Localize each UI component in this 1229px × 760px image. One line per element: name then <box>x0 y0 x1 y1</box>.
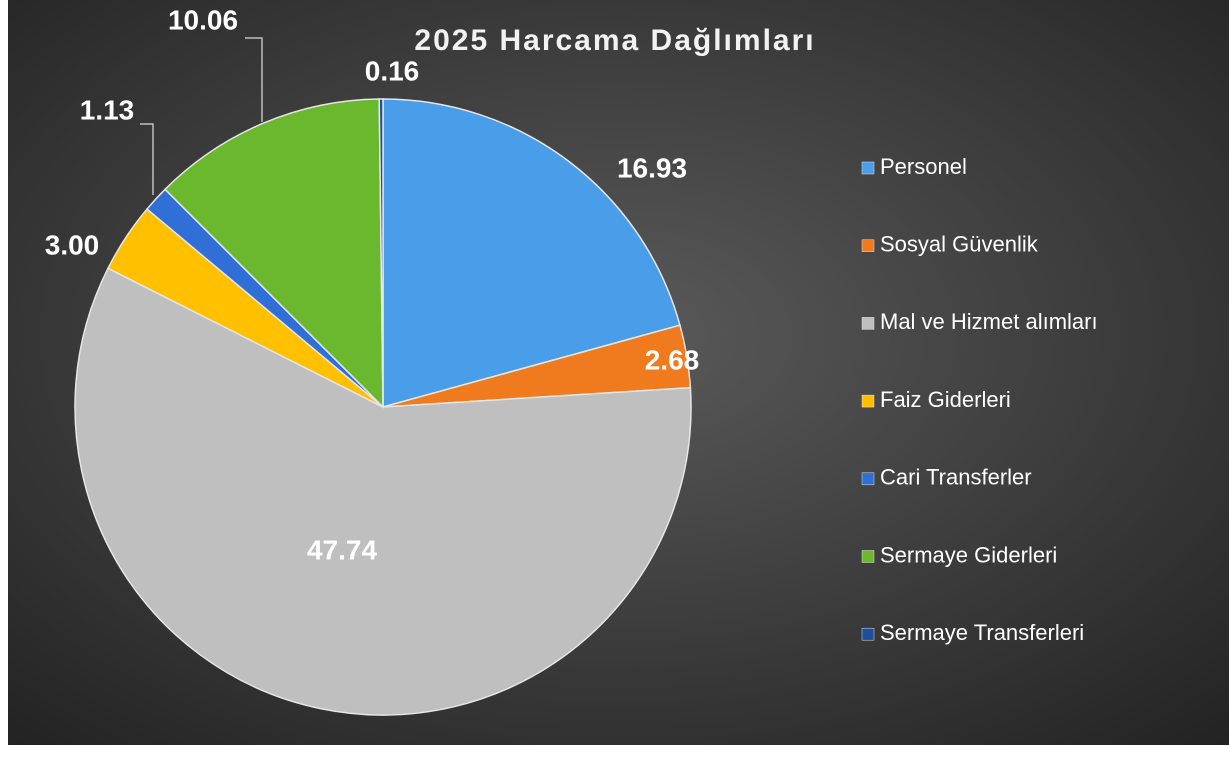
legend-marker <box>861 394 875 408</box>
legend-label: Sosyal Güvenlik <box>880 232 1039 257</box>
chart-title: 2025 Harcama Dağlımları <box>414 24 815 57</box>
data-label: 2.68 <box>645 344 700 375</box>
leader-line <box>140 123 154 195</box>
legend-marker <box>861 472 875 486</box>
legend-marker <box>861 627 875 641</box>
data-label: 16.93 <box>617 152 687 183</box>
legend-marker <box>861 550 875 563</box>
data-label: 1.13 <box>80 94 135 125</box>
legend-label: Sermaye Giderleri <box>880 542 1057 567</box>
legend-label: Faiz Giderleri <box>880 387 1011 412</box>
legend-label: Cari Transferler <box>880 465 1032 490</box>
legend-marker <box>861 239 875 252</box>
legend-label: Mal ve Hizmet alımları <box>880 309 1098 334</box>
data-label: 47.74 <box>307 534 377 565</box>
data-label: 3.00 <box>45 229 100 260</box>
pie-slice <box>378 98 384 408</box>
data-label: 10.06 <box>168 4 238 35</box>
legend-label: Personel <box>880 154 967 179</box>
pie-slice <box>74 267 692 716</box>
legend-label: Sermaye Transferleri <box>880 620 1084 645</box>
pie-slice <box>164 98 384 409</box>
legend-marker <box>861 317 875 330</box>
legend-marker <box>861 161 875 175</box>
data-label: 0.16 <box>365 55 420 86</box>
leader-line <box>245 37 263 122</box>
pie-slice <box>382 98 681 408</box>
